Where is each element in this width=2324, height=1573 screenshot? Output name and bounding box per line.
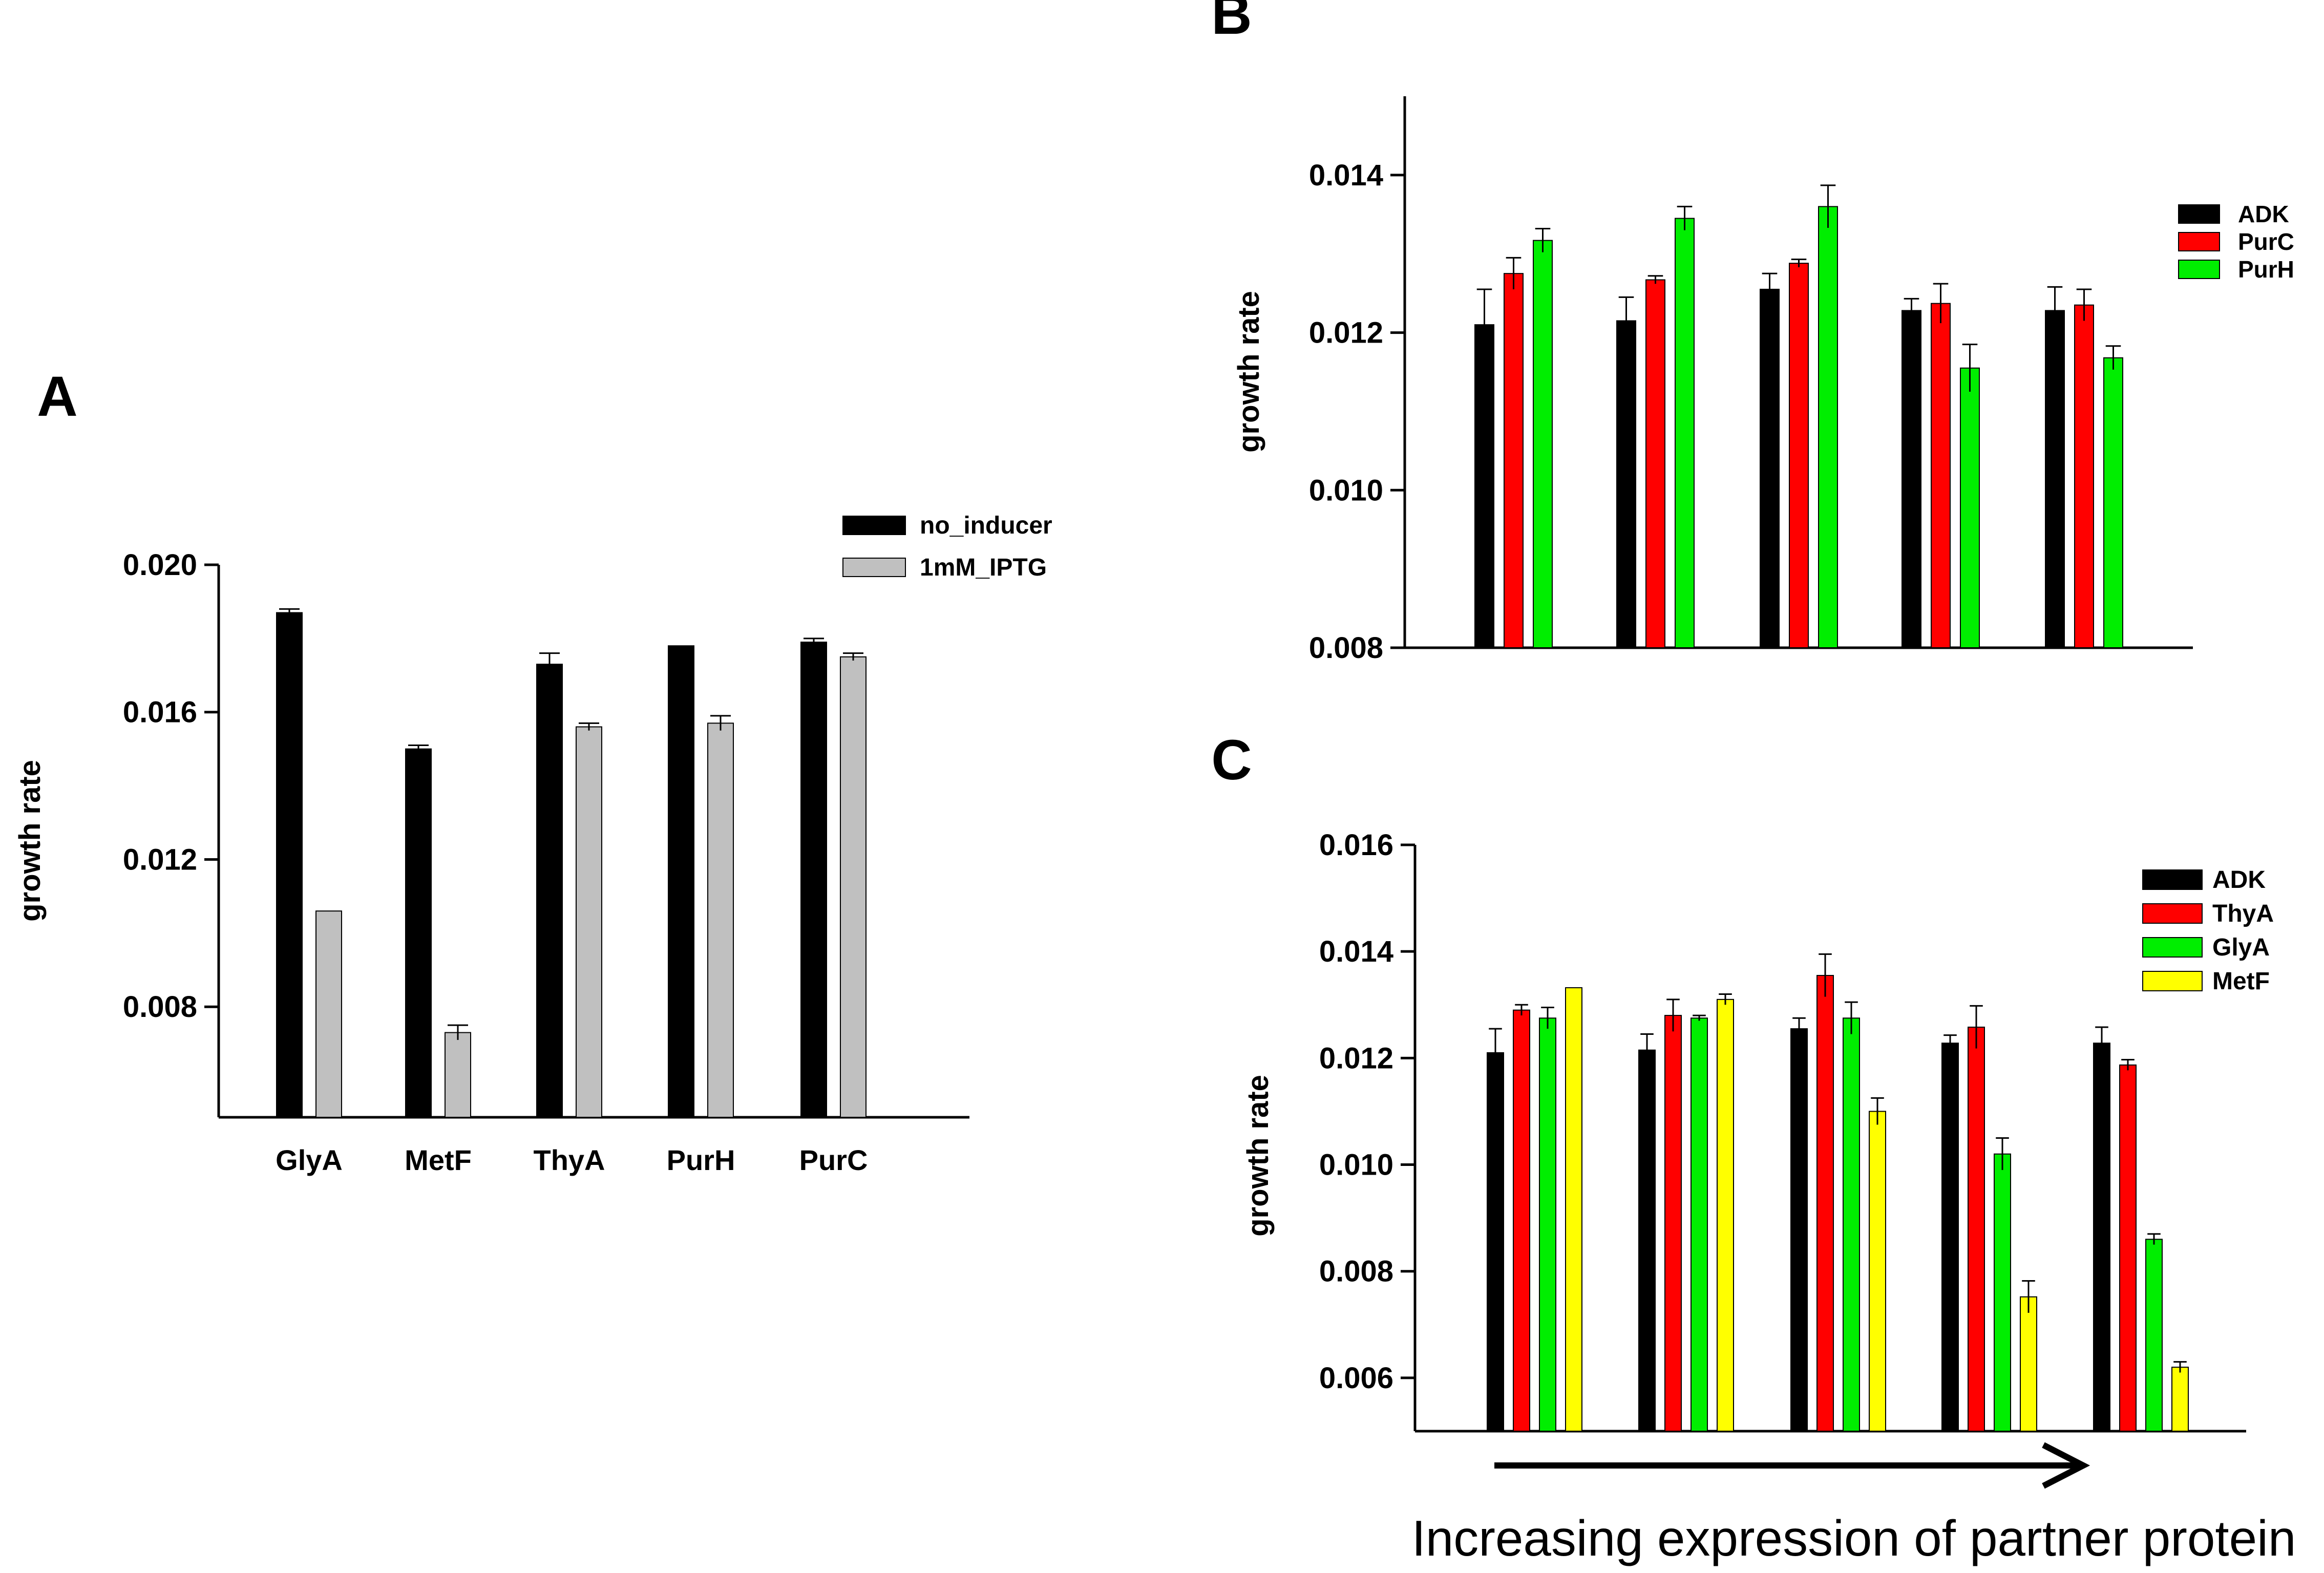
bar bbox=[1565, 987, 1582, 1432]
y-tick-label: 0.008 bbox=[1309, 631, 1383, 665]
bar bbox=[2020, 1296, 2037, 1432]
bar bbox=[1504, 273, 1524, 648]
y-tick-label: 0.010 bbox=[1309, 474, 1383, 507]
bar bbox=[2093, 1043, 2110, 1432]
legend-swatch bbox=[2178, 260, 2220, 279]
bar bbox=[1960, 367, 1980, 648]
bar bbox=[1994, 1153, 2011, 1432]
x-tick-label: GlyA bbox=[276, 1144, 343, 1176]
panel-c: C 0.016 0.014 0.012 0.010 0.008 0.006 growth ra… bbox=[1211, 729, 2296, 1566]
y-tick-label: 0.020 bbox=[123, 548, 197, 582]
legend-swatch bbox=[2142, 869, 2203, 890]
y-tick-label: 0.010 bbox=[1319, 1149, 1393, 1182]
y-tick-label: 0.016 bbox=[123, 696, 197, 729]
bar bbox=[445, 1032, 471, 1118]
legend-swatch bbox=[2142, 937, 2203, 958]
y-tick-label: 0.014 bbox=[1309, 159, 1383, 192]
bar bbox=[1691, 1017, 1708, 1432]
bar bbox=[1789, 263, 1809, 648]
y-tick-label: 0.008 bbox=[123, 990, 197, 1024]
x-axis-caption: Increasing expression of partner protein bbox=[1412, 1510, 2296, 1566]
bar bbox=[1941, 1043, 1959, 1432]
legend-label: PurH bbox=[2238, 256, 2294, 283]
bar bbox=[576, 726, 602, 1118]
legend-label: ADK bbox=[2212, 866, 2266, 894]
panel-b: B 0.014 0.012 0.010 0.008 growth rate ADKPurCP… bbox=[1211, 0, 2294, 665]
y-axis-title: growth rate bbox=[1232, 291, 1265, 453]
y-tick-label: 0.012 bbox=[1309, 316, 1383, 350]
bar bbox=[1638, 1049, 1656, 1432]
bar bbox=[1616, 320, 1636, 648]
bar bbox=[668, 645, 694, 1118]
bar bbox=[1931, 303, 1951, 648]
legend-swatch bbox=[2178, 204, 2220, 224]
x-tick-label: PurC bbox=[799, 1144, 868, 1176]
bar bbox=[1843, 1017, 1860, 1432]
y-axis-title: growth rate bbox=[1241, 1075, 1275, 1237]
bar bbox=[2145, 1239, 2163, 1432]
bar bbox=[1968, 1026, 1985, 1432]
bar bbox=[1818, 206, 1838, 648]
bar bbox=[1513, 1009, 1530, 1432]
y-tick-label: 0.014 bbox=[1319, 935, 1393, 968]
legend-swatch bbox=[2142, 971, 2203, 991]
panel-label: A bbox=[37, 365, 77, 428]
bar bbox=[1645, 279, 1665, 648]
y-tick-label: 0.006 bbox=[1319, 1362, 1393, 1395]
bar bbox=[2074, 304, 2094, 648]
x-tick-label: ThyA bbox=[534, 1144, 605, 1176]
bar bbox=[1869, 1111, 1886, 1432]
bar bbox=[707, 722, 734, 1118]
x-tick-label: MetF bbox=[405, 1144, 472, 1176]
legend-label: MetF bbox=[2212, 968, 2270, 995]
legend-swatch bbox=[2178, 232, 2220, 251]
y-axis-title: growth rate bbox=[13, 760, 47, 922]
legend-swatch bbox=[2142, 903, 2203, 924]
bar bbox=[1664, 1015, 1682, 1432]
bar bbox=[1790, 1028, 1808, 1432]
bar bbox=[1487, 1052, 1504, 1432]
legend-label: PurC bbox=[2238, 228, 2294, 255]
bar bbox=[276, 612, 303, 1118]
bar bbox=[840, 656, 867, 1118]
panel-label: C bbox=[1211, 729, 1252, 792]
bar bbox=[1902, 310, 1921, 648]
legend-label: ThyA bbox=[2212, 900, 2274, 927]
x-tick-label: PurH bbox=[667, 1144, 735, 1176]
y-tick-label: 0.008 bbox=[1319, 1255, 1393, 1288]
bar bbox=[2045, 310, 2065, 648]
bar bbox=[1474, 324, 1494, 648]
bar bbox=[1717, 998, 1734, 1432]
y-tick-label: 0.012 bbox=[123, 843, 197, 876]
y-tick-label: 0.012 bbox=[1319, 1041, 1393, 1075]
bar bbox=[2171, 1367, 2189, 1432]
panel-a: A 0.020 0.016 0.012 0.008 growth rate GlyA MetF… bbox=[13, 365, 1052, 1176]
bar bbox=[800, 642, 827, 1118]
bar bbox=[405, 748, 432, 1118]
bar bbox=[315, 910, 342, 1118]
legend-label: GlyA bbox=[2212, 934, 2270, 961]
bar bbox=[1539, 1017, 1556, 1432]
legend-label: no_inducer bbox=[920, 512, 1052, 539]
bar bbox=[1816, 975, 1834, 1432]
bar bbox=[2103, 357, 2123, 648]
legend-label: 1mM_IPTG bbox=[920, 554, 1047, 581]
bar bbox=[2119, 1064, 2137, 1432]
bar bbox=[1760, 288, 1780, 648]
legend-swatch bbox=[842, 516, 906, 535]
y-tick-label: 0.016 bbox=[1319, 828, 1393, 862]
panel-label: B bbox=[1211, 0, 1252, 46]
bar bbox=[1533, 240, 1553, 648]
arrow-head bbox=[2042, 1442, 2090, 1489]
bar bbox=[536, 664, 563, 1118]
legend-label: ADK bbox=[2238, 201, 2289, 227]
legend-swatch bbox=[842, 558, 906, 577]
bar bbox=[1675, 218, 1695, 648]
